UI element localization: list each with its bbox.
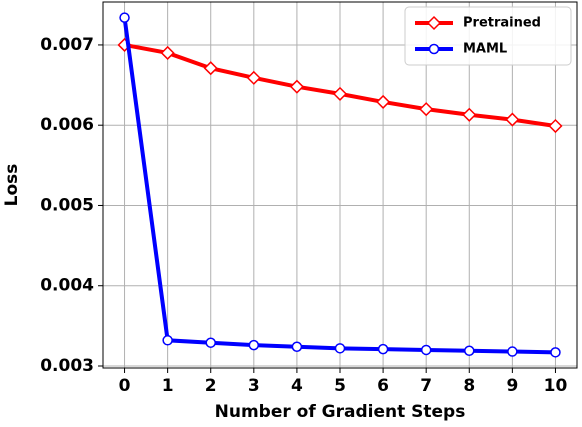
- y-tick-label: 0.006: [40, 115, 94, 135]
- x-tick-label: 9: [506, 376, 518, 396]
- y-tick-label: 0.005: [40, 195, 94, 215]
- y-tick-label: 0.007: [40, 35, 94, 55]
- point: [332, 86, 348, 101]
- point: [550, 347, 561, 358]
- point: [203, 61, 218, 76]
- point: [246, 70, 261, 85]
- x-tick-label: 1: [162, 376, 174, 396]
- legend-marker: [426, 15, 442, 31]
- point: [160, 45, 175, 61]
- x-tick-label: 2: [205, 376, 217, 396]
- x-tick-label: 6: [377, 376, 389, 396]
- legend-label: MAML: [463, 42, 507, 57]
- point: [119, 12, 130, 23]
- point: [248, 339, 260, 351]
- y-tick-label: 0.004: [40, 276, 94, 296]
- point: [162, 335, 173, 346]
- point: [462, 107, 477, 122]
- point: [419, 102, 434, 117]
- point: [205, 337, 216, 348]
- point: [377, 343, 389, 355]
- point: [464, 345, 475, 356]
- x-tick-label: 5: [334, 376, 346, 396]
- x-tick-label: 4: [291, 376, 303, 396]
- y-axis-label: Loss: [2, 164, 22, 207]
- point: [420, 344, 432, 356]
- y-tick-label: 0.003: [40, 356, 94, 376]
- point: [376, 94, 391, 109]
- plot-frame: [102, 1, 578, 369]
- x-tick-label: 8: [463, 376, 475, 396]
- point: [334, 343, 346, 354]
- legend-label: Pretrained: [463, 16, 541, 31]
- point: [505, 112, 520, 127]
- point: [507, 346, 518, 357]
- x-tick-label: 10: [544, 376, 568, 396]
- x-tick-label: 3: [248, 376, 260, 396]
- point: [289, 79, 304, 94]
- x-tick-label: 0: [119, 376, 131, 396]
- point: [548, 118, 563, 134]
- x-axis-label: Number of Gradient Steps: [215, 402, 466, 422]
- point: [291, 341, 303, 352]
- legend-marker: [428, 43, 440, 55]
- x-tick-label: 7: [420, 376, 432, 396]
